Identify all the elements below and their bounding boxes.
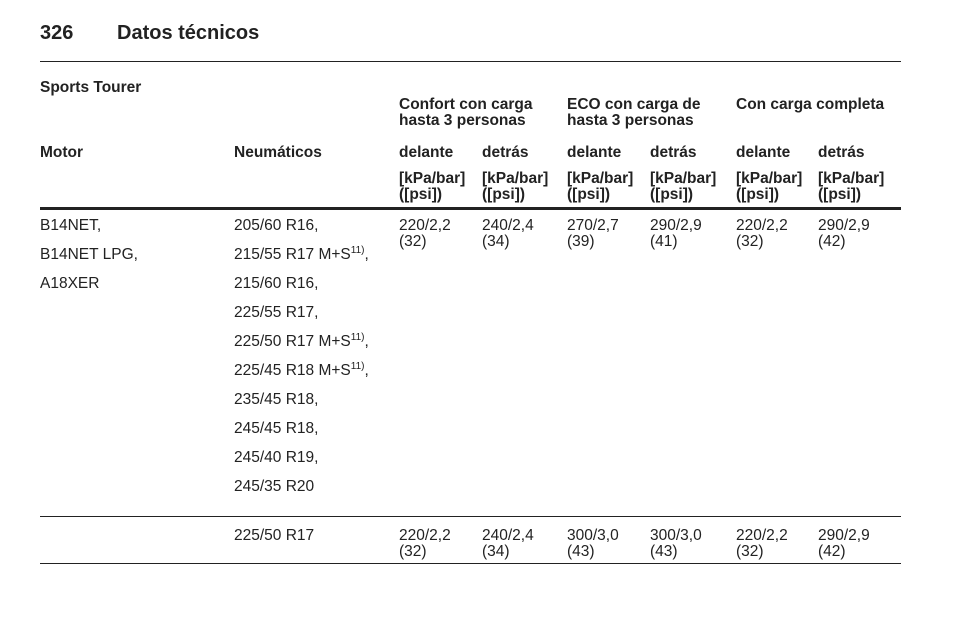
- group-header: ECO con carga de: [567, 96, 701, 113]
- unit: [kPa/bar]: [399, 170, 466, 187]
- tyre: 225/50 R17 M+S11),: [234, 332, 369, 351]
- footnote-ref: 11): [350, 245, 365, 256]
- column-header: detrás: [650, 144, 697, 161]
- group-header: hasta 3 personas: [567, 112, 694, 129]
- punctuation: ,: [364, 362, 369, 379]
- pressure: 240/2,4: [482, 527, 534, 544]
- group-header: Con carga completa: [736, 96, 885, 113]
- tyre-size: 205/60 R16,: [234, 217, 319, 234]
- unit: [kPa/bar]: [736, 170, 803, 187]
- pressure: (41): [650, 233, 678, 250]
- pressure: (39): [567, 233, 595, 250]
- pressure: 220/2,2: [736, 217, 788, 234]
- tyre: 245/40 R19,: [234, 449, 318, 466]
- pressure: 300/3,0: [567, 527, 619, 544]
- unit: ([psi]): [567, 186, 611, 203]
- tyre-size: 245/35 R20: [234, 478, 315, 495]
- row-rule: [40, 563, 901, 564]
- tyre: 225/55 R17,: [234, 304, 318, 321]
- motor: B14NET,: [40, 217, 102, 234]
- tyre-size: 225/50 R17 M+S: [234, 333, 351, 350]
- punctuation: ,: [364, 246, 369, 263]
- column-header: Motor: [40, 144, 84, 161]
- tyre: 215/55 R17 M+S11),: [234, 245, 369, 264]
- page-title: Datos técnicos: [117, 22, 260, 44]
- tyre: 235/45 R18,: [234, 391, 318, 408]
- group-header: hasta 3 personas: [399, 112, 526, 129]
- tyre-size: 215/60 R16,: [234, 275, 319, 292]
- pressure: (32): [399, 543, 427, 560]
- tyre: 245/35 R20: [234, 478, 314, 495]
- pressure: 220/2,2: [736, 527, 788, 544]
- punctuation: ,: [364, 333, 369, 350]
- unit: [kPa/bar]: [482, 170, 549, 187]
- column-header: detrás: [818, 144, 865, 161]
- pressure: (43): [567, 543, 595, 560]
- pressure: (32): [399, 233, 427, 250]
- pressure: 290/2,9: [818, 217, 870, 234]
- motor: B14NET LPG,: [40, 246, 138, 263]
- unit: ([psi]): [736, 186, 780, 203]
- pressure: (32): [736, 233, 764, 250]
- tyre-size: 225/50 R17: [234, 527, 315, 544]
- pressure: (42): [818, 233, 846, 250]
- column-header: delante: [736, 144, 791, 161]
- unit: [kPa/bar]: [567, 170, 634, 187]
- pressure: (43): [650, 543, 678, 560]
- row-rule: [40, 516, 901, 517]
- tyre-size: 225/45 R18 M+S: [234, 362, 351, 379]
- column-header: Neumáticos: [234, 144, 322, 161]
- pressure: 290/2,9: [818, 527, 870, 544]
- tyre-size: 245/40 R19,: [234, 449, 319, 466]
- unit: ([psi]): [818, 186, 862, 203]
- tyre: 225/45 R18 M+S11),: [234, 361, 369, 380]
- tyre: 225/50 R17: [234, 527, 314, 544]
- tyre-size: 235/45 R18,: [234, 391, 319, 408]
- unit: [kPa/bar]: [818, 170, 885, 187]
- column-header: detrás: [482, 144, 529, 161]
- tyre: 215/60 R16,: [234, 275, 318, 292]
- unit: ([psi]): [399, 186, 443, 203]
- column-header: delante: [399, 144, 454, 161]
- pressure: 290/2,9: [650, 217, 702, 234]
- unit: ([psi]): [482, 186, 526, 203]
- unit: [kPa/bar]: [650, 170, 717, 187]
- column-header: delante: [567, 144, 622, 161]
- header-rule: [40, 61, 901, 62]
- pressure: (34): [482, 543, 510, 560]
- tyre: 205/60 R16,: [234, 217, 318, 234]
- pressure: 240/2,4: [482, 217, 534, 234]
- footnote-ref: 11): [350, 361, 365, 372]
- footnote-ref: 11): [350, 332, 365, 343]
- group-header: Confort con carga: [399, 96, 533, 113]
- unit: ([psi]): [650, 186, 694, 203]
- pressure: 300/3,0: [650, 527, 702, 544]
- pressure: 270/2,7: [567, 217, 619, 234]
- pressure: (32): [736, 543, 764, 560]
- motor: A18XER: [40, 275, 100, 292]
- tyre: 245/45 R18,: [234, 420, 318, 437]
- pressure: (42): [818, 543, 846, 560]
- pressure: 220/2,2: [399, 217, 451, 234]
- tyre-size: 245/45 R18,: [234, 420, 319, 437]
- pressure: (34): [482, 233, 510, 250]
- tyre-size: 215/55 R17 M+S: [234, 246, 351, 263]
- section-title: Sports Tourer: [40, 79, 142, 96]
- tyre-size: 225/55 R17,: [234, 304, 319, 321]
- page-number: 326: [40, 22, 74, 44]
- header-rule-thick: [40, 207, 901, 210]
- pressure: 220/2,2: [399, 527, 451, 544]
